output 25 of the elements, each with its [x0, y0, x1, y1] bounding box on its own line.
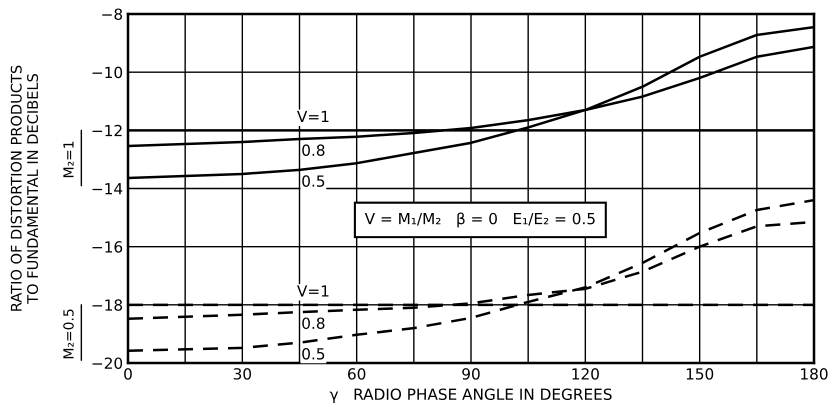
x-tick-label: 180 — [801, 368, 828, 380]
x-tick-label: 0 — [124, 368, 132, 380]
y-tick-label: −12 — [92, 124, 122, 136]
x-axis-title: γ RADIO PHASE ANGLE IN DEGREES — [330, 388, 612, 403]
series-label: V=1 — [297, 285, 328, 297]
y-tick-label: −18 — [92, 299, 122, 311]
x-tick-label: 150 — [686, 368, 714, 380]
y-axis-title: RATIO OF DISTORTION PRODUCTS TO FUNDAMENTAL IN DECIBELS — [10, 66, 38, 311]
x-tick-label: 60 — [348, 368, 366, 380]
series-label: V=1 — [297, 110, 328, 122]
series-label: 0.8 — [302, 144, 324, 156]
series-label: 0.5 — [302, 175, 324, 187]
y-tick-label: −20 — [92, 357, 122, 370]
x-tick-label: 120 — [572, 368, 599, 380]
series-label: 0.8 — [302, 317, 324, 330]
x-tick-label: 90 — [462, 368, 480, 380]
y-tick-label: −8 — [102, 8, 122, 20]
x-tick-label: 30 — [234, 368, 252, 380]
y-tick-label: −14 — [92, 183, 122, 194]
y-tick-label: −10 — [92, 66, 122, 78]
series-label: 0.5 — [302, 348, 324, 360]
text: M₂=0.5 — [63, 309, 74, 358]
y-tick-label: −16 — [92, 241, 122, 253]
annotation: V = M₁/M₂ β = 0 E₁/E₂ = 0.5 — [364, 212, 595, 228]
text: M₂=1 — [63, 142, 74, 178]
